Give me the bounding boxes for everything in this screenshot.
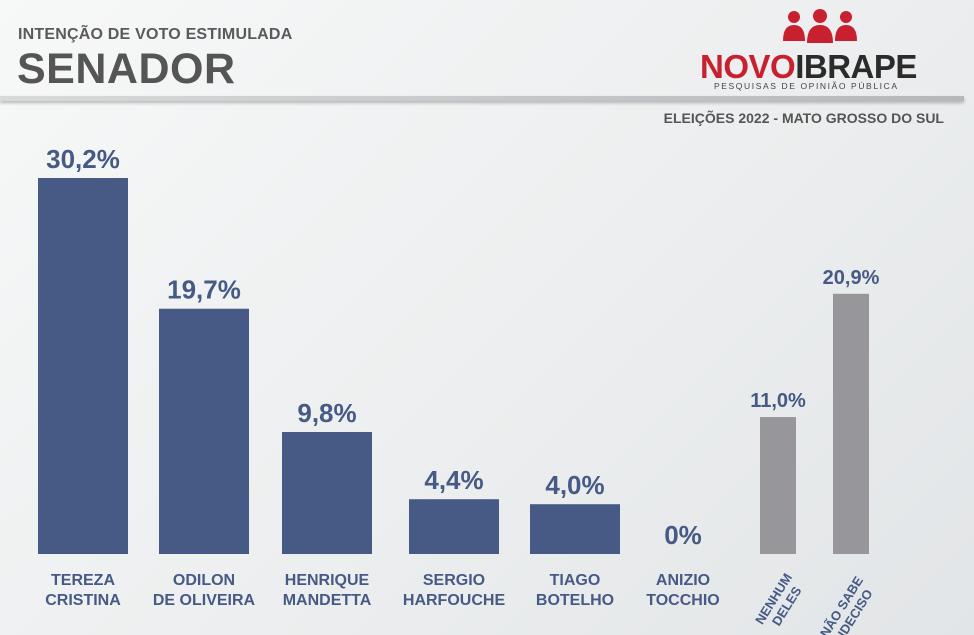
bar-1	[159, 308, 249, 554]
bar-value-label-4: 4,0%	[545, 470, 604, 500]
category-label-4-0: TIAGO	[550, 572, 601, 589]
bar-0	[38, 178, 128, 554]
header-divider	[0, 96, 964, 101]
category-label-0-1: CRISTINA	[45, 592, 121, 609]
bar-value-label-1: 19,7%	[167, 275, 241, 305]
novoibrape-logo: NOVOIBRAPE PESQUISAS DE OPINIÃO PÚBLICA	[700, 8, 940, 92]
bar-value-label-3: 4,4%	[424, 465, 483, 495]
bar-value-label-6: 11,0%	[750, 390, 806, 412]
chart-subtitle: INTENÇÃO DE VOTO ESTIMULADA	[18, 26, 293, 43]
election-context: ELEIÇÕES 2022 - MATO GROSSO DO SUL	[663, 110, 944, 126]
category-label-5-1: TOCCHIO	[646, 592, 719, 609]
logo-wordmark: NOVOIBRAPE	[700, 48, 917, 86]
category-label-0-0: TEREZA	[51, 572, 115, 589]
logo-tagline: PESQUISAS DE OPINIÃO PÚBLICA	[714, 81, 899, 91]
category-label-3-0: SERGIO	[423, 572, 485, 589]
bar-value-label-7: 20,9%	[823, 267, 880, 289]
category-label-4-1: BOTELHO	[536, 592, 614, 609]
chart-title: SENADOR	[17, 45, 236, 93]
category-label-2-0: HENRIQUE	[285, 572, 370, 589]
logo-wordmark-novo: NOVO	[700, 48, 796, 85]
bar-4	[530, 504, 620, 554]
people-group-icon	[783, 9, 857, 43]
category-label-2-1: MANDETTA	[283, 592, 372, 609]
category-label-1-0: ODILON	[173, 572, 235, 589]
logo-wordmark-ibrape: IBRAPE	[795, 48, 917, 85]
category-label-1-1: DE OLIVEIRA	[153, 592, 256, 609]
bar-value-label-5: 0%	[664, 520, 702, 550]
bar-value-label-0: 30,2%	[46, 144, 120, 174]
bar-value-label-2: 9,8%	[297, 398, 356, 428]
bar-7	[833, 293, 869, 554]
bar-2	[282, 431, 372, 554]
category-label-5-0: ANIZIO	[656, 572, 710, 589]
bar-6	[760, 417, 796, 554]
category-label-3-1: HARFOUCHE	[403, 592, 506, 609]
bar-3	[409, 499, 499, 554]
